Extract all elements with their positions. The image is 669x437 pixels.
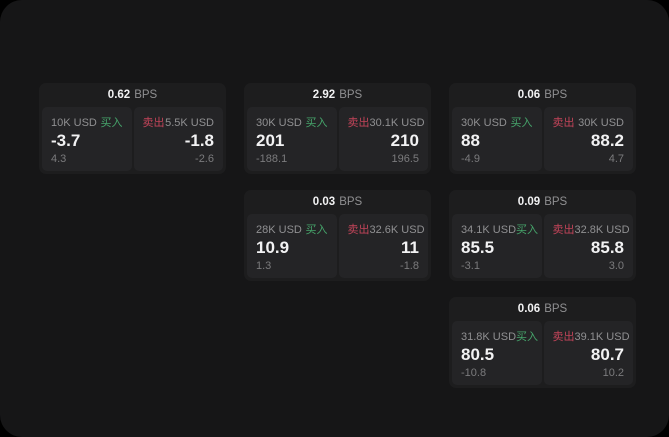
quote-card: 2.92 BPS 30K USD 买入 201 -188.1 卖出 30.1K U… xyxy=(244,83,431,174)
sell-secondary-value: 4.7 xyxy=(608,153,624,165)
sell-notional: 32.6K USD xyxy=(369,224,425,236)
quote-card: 0.06 BPS 30K USD 买入 88 -4.9 卖出 30K USD 88… xyxy=(449,83,636,174)
buy-secondary-value: -3.1 xyxy=(461,260,480,272)
buy-quote-panel[interactable]: 34.1K USD 买入 85.5 -3.1 xyxy=(452,214,542,278)
buy-side-label: 买入 xyxy=(305,224,328,236)
bps-value: 0.62 xyxy=(107,89,131,101)
sell-side-label: 卖出 xyxy=(552,117,575,129)
quote-panels: 28K USD 买入 10.9 1.3 卖出 32.6K USD 11 -1.8 xyxy=(244,214,431,281)
bps-value: 0.09 xyxy=(517,196,541,208)
buy-notional: 30K USD xyxy=(256,117,302,129)
sell-quote-panel[interactable]: 卖出 5.5K USD -1.8 -2.6 xyxy=(133,107,223,171)
sell-side-label: 卖出 xyxy=(142,117,165,129)
buy-secondary-value: 1.3 xyxy=(256,260,272,272)
bps-value: 2.92 xyxy=(312,89,336,101)
buy-quote-panel[interactable]: 30K USD 买入 201 -188.1 xyxy=(247,107,337,171)
buy-price: 85.5 xyxy=(461,238,495,258)
buy-side-label: 买入 xyxy=(510,117,533,129)
buy-quote-panel[interactable]: 31.8K USD 买入 80.5 -10.8 xyxy=(452,321,542,385)
buy-secondary-value: -188.1 xyxy=(256,153,288,165)
bps-spread-header: 0.09 BPS xyxy=(449,190,636,214)
sell-secondary-value: -1.8 xyxy=(400,260,419,272)
sell-secondary-value: 10.2 xyxy=(602,367,624,379)
buy-notional: 34.1K USD xyxy=(461,224,517,236)
bps-spread-header: 0.62 BPS xyxy=(39,83,226,107)
sell-notional: 5.5K USD xyxy=(165,117,214,129)
buy-secondary-value: 4.3 xyxy=(51,153,67,165)
buy-side-label: 买入 xyxy=(516,331,539,343)
buy-quote-panel[interactable]: 30K USD 买入 88 -4.9 xyxy=(452,107,542,171)
bps-spread-header: 0.06 BPS xyxy=(449,297,636,321)
buy-secondary-value: -10.8 xyxy=(461,367,487,379)
quote-panels: 34.1K USD 买入 85.5 -3.1 卖出 32.8K USD 85.8… xyxy=(449,214,636,281)
bps-unit-label: BPS xyxy=(339,89,363,101)
buy-notional: 28K USD xyxy=(256,224,302,236)
sell-quote-panel[interactable]: 卖出 30K USD 88.2 4.7 xyxy=(543,107,633,171)
sell-price: 85.8 xyxy=(590,238,624,258)
quote-panels: 31.8K USD 买入 80.5 -10.8 卖出 39.1K USD 80.… xyxy=(449,321,636,388)
sell-notional: 30.1K USD xyxy=(369,117,425,129)
bps-value: 0.06 xyxy=(517,89,541,101)
bps-unit-label: BPS xyxy=(544,196,568,208)
buy-side-label: 买入 xyxy=(305,117,328,129)
quote-card: 0.03 BPS 28K USD 买入 10.9 1.3 卖出 32.6K USD… xyxy=(244,190,431,281)
sell-price: 11 xyxy=(401,238,419,258)
sell-price: 80.7 xyxy=(590,345,624,365)
quote-card: 0.09 BPS 34.1K USD 买入 85.5 -3.1 卖出 32.8K … xyxy=(449,190,636,281)
sell-side-label: 卖出 xyxy=(552,224,575,236)
bps-spread-header: 0.06 BPS xyxy=(449,83,636,107)
sell-notional: 30K USD xyxy=(578,117,624,129)
buy-notional: 31.8K USD xyxy=(461,331,517,343)
buy-quote-panel[interactable]: 28K USD 买入 10.9 1.3 xyxy=(247,214,337,278)
buy-notional: 30K USD xyxy=(461,117,507,129)
sell-price: 88.2 xyxy=(590,131,624,151)
bps-value: 0.06 xyxy=(517,303,541,315)
buy-price: 88 xyxy=(461,131,480,151)
sell-secondary-value: -2.6 xyxy=(195,153,214,165)
buy-side-label: 买入 xyxy=(516,224,539,236)
sell-quote-panel[interactable]: 卖出 32.6K USD 11 -1.8 xyxy=(338,214,428,278)
bps-unit-label: BPS xyxy=(134,89,158,101)
sell-notional: 32.8K USD xyxy=(574,224,630,236)
buy-price: 80.5 xyxy=(461,345,495,365)
bps-unit-label: BPS xyxy=(544,303,568,315)
quote-panels: 30K USD 买入 88 -4.9 卖出 30K USD 88.2 4.7 xyxy=(449,107,636,174)
sell-quote-panel[interactable]: 卖出 30.1K USD 210 196.5 xyxy=(338,107,428,171)
buy-secondary-value: -4.9 xyxy=(461,153,480,165)
bps-value: 0.03 xyxy=(312,196,336,208)
sell-side-label: 卖出 xyxy=(347,117,370,129)
quote-card: 0.06 BPS 31.8K USD 买入 80.5 -10.8 卖出 39.1K… xyxy=(449,297,636,388)
sell-price: 210 xyxy=(390,131,419,151)
sell-notional: 39.1K USD xyxy=(574,331,630,343)
sell-quote-panel[interactable]: 卖出 39.1K USD 80.7 10.2 xyxy=(543,321,633,385)
buy-price: 201 xyxy=(256,131,285,151)
quote-panels: 30K USD 买入 201 -188.1 卖出 30.1K USD 210 1… xyxy=(244,107,431,174)
sell-secondary-value: 196.5 xyxy=(391,153,419,165)
bps-spread-header: 2.92 BPS xyxy=(244,83,431,107)
sell-side-label: 卖出 xyxy=(552,331,575,343)
buy-notional: 10K USD xyxy=(51,117,97,129)
sell-quote-panel[interactable]: 卖出 32.8K USD 85.8 3.0 xyxy=(543,214,633,278)
bps-spread-header: 0.03 BPS xyxy=(244,190,431,214)
bps-unit-label: BPS xyxy=(339,196,363,208)
quote-card: 0.62 BPS 10K USD 买入 -3.7 4.3 卖出 5.5K USD … xyxy=(39,83,226,174)
quote-panels: 10K USD 买入 -3.7 4.3 卖出 5.5K USD -1.8 -2.… xyxy=(39,107,226,174)
sell-secondary-value: 3.0 xyxy=(608,260,624,272)
buy-quote-panel[interactable]: 10K USD 买入 -3.7 4.3 xyxy=(42,107,132,171)
buy-side-label: 买入 xyxy=(100,117,123,129)
buy-price: 10.9 xyxy=(256,238,290,258)
buy-price: -3.7 xyxy=(51,131,81,151)
bps-unit-label: BPS xyxy=(544,89,568,101)
sell-side-label: 卖出 xyxy=(347,224,370,236)
sell-price: -1.8 xyxy=(184,131,214,151)
